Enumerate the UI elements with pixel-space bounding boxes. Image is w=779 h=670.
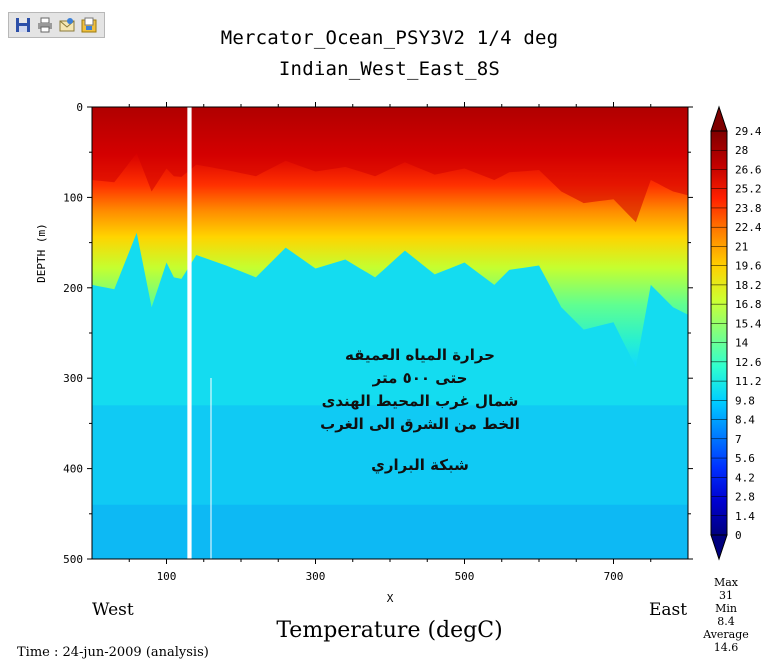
colorbar-label: 25.2 <box>735 183 762 196</box>
colorbar-label: 29.4 <box>735 125 762 138</box>
stat-max-label: Max <box>713 576 739 589</box>
save-icon <box>15 18 30 32</box>
y-tick-label: 500 <box>63 553 83 566</box>
colorbar-label: 8.4 <box>735 414 755 427</box>
colorbar-label: 18.2 <box>735 279 762 292</box>
x-tick-label: 300 <box>306 570 326 583</box>
east-label: East <box>649 600 688 620</box>
email-button[interactable] <box>57 16 76 35</box>
colorbar-label: 19.6 <box>735 260 762 273</box>
stats-panel: Max 31 Min 8.4 Average 14.6 <box>700 576 752 654</box>
chart-title: Mercator_Ocean_PSY3V2 1/4 deg <box>220 27 559 49</box>
stat-min-label: Min <box>715 602 737 615</box>
y-axis-label: DEPTH (m) <box>35 223 48 283</box>
colorbar-label: 0 <box>735 529 742 542</box>
annotation-line: الخط من الشرق الى الغرب <box>320 415 520 433</box>
heatmap-warm-core <box>92 107 688 223</box>
heatmap-bottom-layer <box>92 504 688 559</box>
stat-avg-label: Average <box>703 628 749 641</box>
variable-label: Temperature (degC) <box>276 618 503 643</box>
stat-max-value: 31 <box>719 589 733 602</box>
colorbar-label: 2.8 <box>735 491 755 504</box>
email-icon <box>59 18 74 32</box>
colorbar-label: 23.8 <box>735 202 762 215</box>
colorbar-label: 21 <box>735 240 748 253</box>
export-icon <box>81 17 96 33</box>
annotation-line: شمال غرب المحيط الهندى <box>321 392 519 410</box>
colorbar-label: 5.6 <box>735 452 755 465</box>
x-tick-label: 500 <box>455 570 475 583</box>
colorbar-label: 7 <box>735 433 742 446</box>
annotation-line: شبكة البراري <box>371 456 469 474</box>
colorbar-label: 11.2 <box>735 375 762 388</box>
y-tick-label: 300 <box>63 372 83 385</box>
colorbar-label: 22.4 <box>735 221 762 234</box>
time-label: Time : 24-jun-2009 (analysis) <box>17 645 209 660</box>
colorbar-label: 14 <box>735 337 749 350</box>
colorbar-label: 16.8 <box>735 298 762 311</box>
arabic-annotation: حرارة المياه العميقه حتى ٥٠٠ متر شمال غر… <box>290 344 550 477</box>
colorbar-bottom-arrow <box>710 534 728 561</box>
colorbar-label: 28 <box>735 144 748 157</box>
stat-min-value: 8.4 <box>717 615 735 628</box>
missing-data-column <box>187 107 192 559</box>
chart-subtitle: Indian_West_East_8S <box>278 58 501 80</box>
colorbar-label: 1.4 <box>735 510 755 523</box>
colorbar-label: 4.2 <box>735 471 755 484</box>
x-tick-label: 100 <box>157 570 177 583</box>
y-tick-label: 100 <box>63 191 83 204</box>
colorbar-label: 12.6 <box>735 356 762 369</box>
export-button[interactable] <box>79 16 98 35</box>
x-axis-label: X <box>387 592 394 605</box>
toolbar <box>8 12 105 38</box>
y-tick-label: 200 <box>63 282 83 295</box>
print-button[interactable] <box>35 16 54 35</box>
print-icon <box>37 17 52 33</box>
stat-avg-value: 14.6 <box>713 641 739 654</box>
annotation-line: حرارة المياه العميقه <box>345 346 495 364</box>
colorbar-label: 9.8 <box>735 394 755 407</box>
colorbar <box>710 130 728 536</box>
x-tick-label: 700 <box>604 570 624 583</box>
colorbar-label: 15.4 <box>735 317 762 330</box>
annotation-line: حتى ٥٠٠ متر <box>372 369 468 387</box>
colorbar-label: 26.6 <box>735 163 762 176</box>
colorbar-top-arrow <box>710 105 728 132</box>
y-tick-label: 0 <box>76 101 83 114</box>
west-label: West <box>92 600 134 620</box>
y-tick-label: 400 <box>63 463 83 476</box>
save-button[interactable] <box>13 16 32 35</box>
